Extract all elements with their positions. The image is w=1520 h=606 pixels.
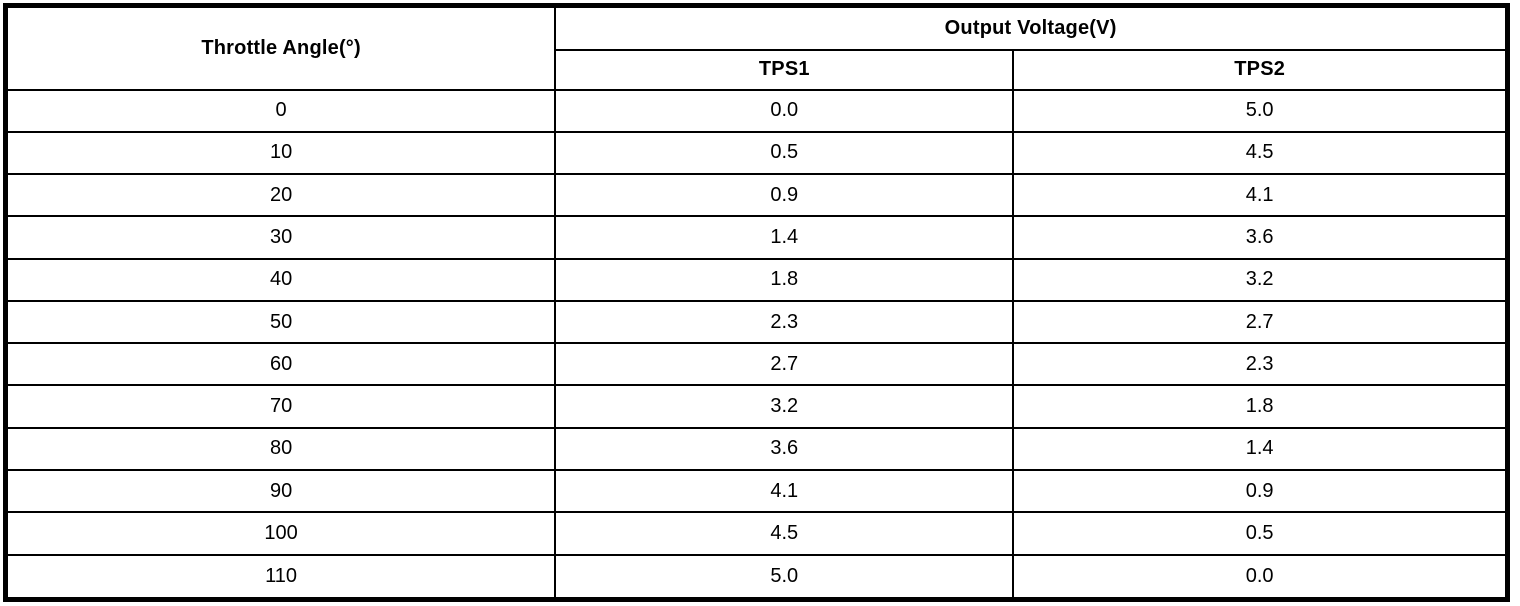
tps1-cell: 5.0: [554, 553, 1015, 601]
tps2-cell: 2.7: [1012, 299, 1509, 345]
tps1-cell: 1.8: [554, 257, 1015, 302]
table-row: 50 2.3 2.7: [4, 299, 1509, 345]
angle-cell: 100: [4, 511, 557, 556]
angle-cell: 40: [4, 257, 557, 302]
tps2-cell: 4.1: [1012, 173, 1509, 218]
table-row: 0 0.0 5.0: [4, 88, 1509, 133]
angle-cell: 10: [4, 130, 557, 176]
table-row: 80 3.6 1.4: [4, 426, 1509, 472]
tps1-cell: 1.4: [554, 215, 1015, 260]
table-header-row-group: Throttle Angle(°) Output Voltage(V): [4, 4, 1509, 91]
angle-cell: 60: [4, 342, 557, 387]
column-header-tps2: TPS2: [1012, 48, 1509, 91]
table-header-row-sub: TPS1 TPS2: [6, 48, 1509, 91]
table-body: 0 0.0 5.0 10 0.5 4.5 20 0.9 4.1 30 1.4 3…: [4, 88, 1509, 601]
tps1-cell: 3.6: [554, 426, 1015, 472]
table-row: 20 0.9 4.1: [4, 173, 1509, 218]
table-header: Throttle Angle(°) Output Voltage(V) TPS1…: [4, 4, 1509, 91]
angle-cell: 0: [4, 88, 557, 133]
tps1-cell: 0.9: [554, 173, 1015, 218]
angle-cell: 110: [4, 553, 557, 601]
tps1-cell: 0.0: [554, 88, 1015, 133]
table-row: 100 4.5 0.5: [4, 511, 1509, 556]
tps1-cell: 2.7: [554, 342, 1015, 387]
column-header-output-voltage: Output Voltage(V): [554, 4, 1509, 51]
angle-cell: 50: [4, 299, 557, 345]
column-header-throttle-angle: Throttle Angle(°): [4, 4, 557, 91]
tps1-cell: 4.1: [554, 469, 1015, 514]
tps2-cell: 0.9: [1012, 469, 1509, 514]
table-row: 40 1.8 3.2: [4, 257, 1509, 302]
tps2-cell: 0.0: [1012, 553, 1509, 601]
angle-cell: 30: [4, 215, 557, 260]
table-row: 110 5.0 0.0: [4, 553, 1509, 601]
angle-cell: 80: [4, 426, 557, 472]
tps2-cell: 0.5: [1012, 511, 1509, 556]
tps1-cell: 2.3: [554, 299, 1015, 345]
throttle-angle-voltage-table: Throttle Angle(°) Output Voltage(V) TPS1…: [3, 3, 1510, 602]
tps1-cell: 4.5: [554, 511, 1015, 556]
tps1-cell: 0.5: [554, 130, 1015, 176]
tps2-cell: 3.6: [1012, 215, 1509, 260]
tps1-cell: 3.2: [554, 384, 1015, 429]
angle-cell: 90: [4, 469, 557, 514]
table-row: 90 4.1 0.9: [4, 469, 1509, 514]
tps2-cell: 5.0: [1012, 88, 1509, 133]
table-row: 60 2.7 2.3: [4, 342, 1509, 387]
tps2-cell: 2.3: [1012, 342, 1509, 387]
angle-cell: 20: [4, 173, 557, 218]
tps2-cell: 4.5: [1012, 130, 1509, 176]
tps2-cell: 1.4: [1012, 426, 1509, 472]
table-row: 70 3.2 1.8: [4, 384, 1509, 429]
table-row: 10 0.5 4.5: [4, 130, 1509, 176]
table-row: 30 1.4 3.6: [4, 215, 1509, 260]
tps2-cell: 3.2: [1012, 257, 1509, 302]
tps2-cell: 1.8: [1012, 384, 1509, 429]
column-header-tps1: TPS1: [554, 48, 1015, 91]
angle-cell: 70: [4, 384, 557, 429]
